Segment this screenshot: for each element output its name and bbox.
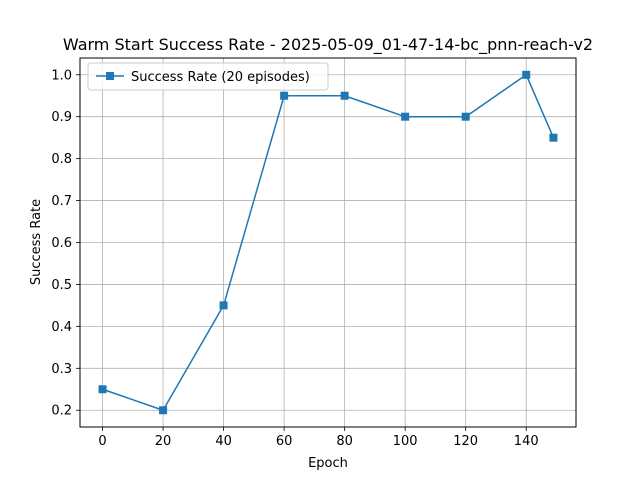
data-point: [280, 91, 289, 100]
data-point: [98, 385, 107, 394]
y-tick-label: 0.3: [51, 362, 72, 377]
y-tick-label: 0.9: [51, 110, 72, 125]
x-tick-label: 100: [393, 434, 418, 449]
x-tick-label: 0: [98, 434, 106, 449]
y-tick-label: 0.5: [51, 278, 72, 293]
data-point: [401, 112, 410, 121]
legend-label: Success Rate (20 episodes): [131, 70, 310, 85]
x-tick-label: 60: [276, 434, 293, 449]
data-point: [219, 301, 228, 310]
data-point: [340, 91, 349, 100]
y-axis-ticks: 0.2 0.3 0.4 0.5 0.6 0.7 0.8 0.9 1.0: [51, 68, 80, 419]
y-tick-label: 1.0: [51, 68, 72, 83]
y-tick-label: 0.8: [51, 152, 72, 167]
data-point: [522, 70, 531, 79]
series-layer: [98, 70, 558, 415]
y-tick-label: 0.2: [51, 404, 72, 419]
x-tick-label: 40: [215, 434, 232, 449]
data-point: [159, 406, 168, 415]
legend: Success Rate (20 episodes): [87, 62, 329, 91]
legend-marker: [106, 72, 114, 80]
y-tick-label: 0.4: [51, 320, 72, 335]
legend-box: [87, 62, 329, 91]
data-point: [461, 112, 470, 121]
x-tick-label: 120: [453, 434, 478, 449]
data-point: [549, 133, 558, 142]
x-axis-label: Epoch: [308, 456, 348, 471]
x-tick-label: 80: [336, 434, 353, 449]
y-tick-label: 0.7: [51, 194, 72, 209]
y-axis-label: Success Rate: [29, 199, 44, 285]
x-tick-label: 140: [514, 434, 539, 449]
chart-title: Warm Start Success Rate - 2025-05-09_01-…: [63, 35, 593, 55]
x-axis-ticks: 0 20 40 60 80 100 120 140: [98, 427, 539, 449]
y-tick-label: 0.6: [51, 236, 72, 251]
x-tick-label: 20: [155, 434, 172, 449]
